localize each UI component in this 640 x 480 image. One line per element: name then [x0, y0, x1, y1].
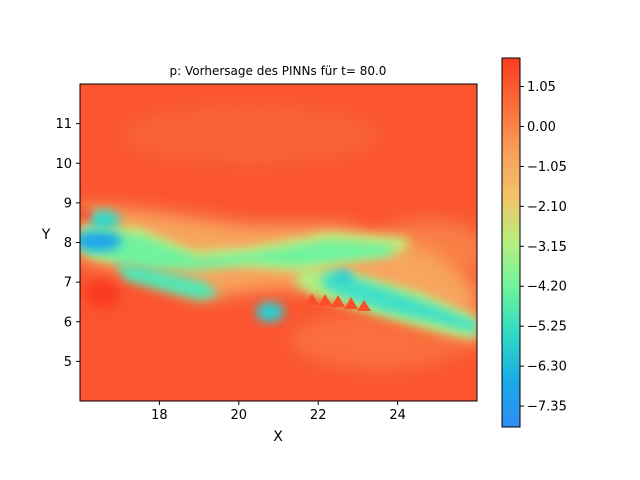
y-tick-label: 6: [64, 315, 72, 330]
spike: [331, 295, 345, 307]
blob-center: [256, 302, 284, 322]
field-shading-light: [120, 105, 380, 165]
spike-row: [305, 294, 371, 311]
x-tick-label: 20: [231, 408, 248, 423]
spike: [318, 294, 332, 306]
y-axis-ticks: 5 6 7 8 9 10 11: [55, 117, 80, 370]
low-pressure-structures: [80, 205, 477, 345]
x-axis-label: X: [273, 429, 283, 445]
colorbar-tick-label: 1.05: [527, 80, 556, 95]
x-tick-label: 18: [151, 408, 168, 423]
colorbar-tick-label: −5.25: [527, 320, 567, 335]
band-main: [82, 230, 395, 270]
spike: [305, 294, 319, 305]
y-tick-label: 8: [64, 236, 72, 251]
colorbar-tick-label: −2.10: [527, 200, 567, 215]
chart-title: p: Vorhersage des PINNs für t= 80.0: [170, 64, 387, 78]
colorbar-ticks: 1.05 0.00 −1.05 −2.10 −3.15 −4.20 −5.25 −6.30 −7…: [520, 80, 567, 415]
spike: [344, 297, 358, 309]
colorbar-tick-label: −1.05: [527, 160, 567, 175]
blob-high-left: [84, 280, 120, 308]
band-lower: [115, 262, 220, 300]
y-tick-label: 9: [64, 196, 72, 211]
blob-vortex-core: [80, 231, 122, 251]
colorbar: 1.05 0.00 −1.05 −2.10 −3.15 −4.20 −5.25 −6.30 −7…: [501, 57, 567, 428]
y-axis-label: Y: [41, 227, 51, 243]
colorbar-tick-label: −6.30: [527, 360, 567, 375]
band-right: [320, 272, 477, 333]
y-tick-label: 5: [64, 355, 72, 370]
colorbar-gradient: [501, 57, 521, 428]
x-axis-ticks: 18 20 22 24: [151, 401, 406, 423]
blob-right: [334, 270, 352, 282]
colorbar-tick-label: 0.00: [527, 120, 556, 135]
blob-vortex-upper: [88, 210, 120, 230]
y-tick-label: 7: [64, 276, 72, 291]
colorbar-tick-label: −7.35: [527, 400, 567, 415]
spike: [357, 300, 371, 311]
x-tick-label: 22: [310, 408, 327, 423]
colorbar-tick-label: −3.15: [527, 240, 567, 255]
y-tick-label: 11: [55, 117, 72, 132]
y-tick-label: 10: [55, 157, 72, 172]
blob-high-small: [80, 209, 91, 221]
colorbar-tick-label: −4.20: [527, 280, 567, 295]
x-tick-label: 24: [389, 408, 406, 423]
field-shading: [120, 105, 477, 370]
plot-area: [80, 84, 477, 401]
